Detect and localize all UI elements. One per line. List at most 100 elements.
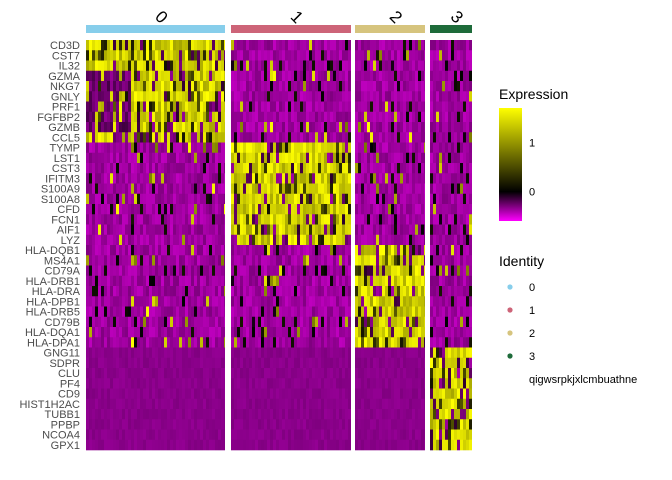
heatmap-cell xyxy=(143,234,146,246)
heatmap-cell xyxy=(336,255,339,266)
heatmap-cell xyxy=(182,265,185,277)
heatmap-cell xyxy=(270,429,273,441)
heatmap-cell xyxy=(327,306,330,318)
heatmap-cell xyxy=(439,347,442,359)
heatmap-cell xyxy=(231,142,234,154)
heatmap-cell xyxy=(240,439,243,451)
heatmap-cell xyxy=(173,286,176,297)
heatmap-cell xyxy=(333,378,336,389)
heatmap-cell xyxy=(203,275,206,287)
heatmap-cell xyxy=(104,183,107,195)
heatmap-cell xyxy=(249,378,252,389)
heatmap-cell xyxy=(191,101,194,113)
heatmap-cell xyxy=(234,245,237,256)
heatmap-cell xyxy=(294,255,297,266)
heatmap-cell xyxy=(397,234,400,246)
heatmap-cell xyxy=(303,40,306,51)
heatmap-cell xyxy=(430,316,433,328)
heatmap-cell xyxy=(140,316,143,328)
heatmap-cell xyxy=(155,132,158,143)
heatmap-cell xyxy=(445,60,448,72)
heatmap-cell xyxy=(376,152,379,164)
heatmap-cell xyxy=(128,439,131,451)
heatmap-cell xyxy=(448,296,451,307)
heatmap-cell xyxy=(379,193,382,205)
heatmap-cell xyxy=(125,193,128,205)
heatmap-cell xyxy=(191,40,194,51)
heatmap-cell xyxy=(170,50,173,61)
heatmap-cell xyxy=(394,50,397,61)
heatmap-cell xyxy=(134,275,137,287)
heatmap-cell xyxy=(206,204,209,215)
heatmap-cell xyxy=(173,214,176,225)
heatmap-cell xyxy=(234,296,237,307)
heatmap-cell xyxy=(98,296,101,307)
heatmap-cell xyxy=(373,265,376,277)
heatmap-cell xyxy=(221,224,224,236)
heatmap-cell xyxy=(312,245,315,256)
heatmap-cell xyxy=(463,388,466,400)
heatmap-cell xyxy=(376,398,379,410)
heatmap-cell xyxy=(339,183,342,195)
heatmap-cell xyxy=(445,101,448,113)
heatmap-cell xyxy=(469,183,472,195)
heatmap-cell xyxy=(430,122,433,133)
heatmap-cell xyxy=(358,152,361,164)
heatmap-cell xyxy=(355,265,358,277)
heatmap-cell xyxy=(382,368,385,379)
heatmap-cell xyxy=(442,101,445,113)
heatmap-cell xyxy=(306,132,309,143)
heatmap-cell xyxy=(385,357,388,369)
heatmap-cell xyxy=(128,286,131,297)
heatmap-cell xyxy=(137,306,140,318)
heatmap-cell xyxy=(361,81,364,92)
heatmap-cell xyxy=(246,388,249,400)
heatmap-cell xyxy=(430,234,433,246)
heatmap-cell xyxy=(218,347,221,359)
heatmap-cell xyxy=(469,152,472,164)
heatmap-cell xyxy=(379,204,382,215)
heatmap-cell xyxy=(273,193,276,205)
heatmap-cell xyxy=(436,378,439,389)
heatmap-cell xyxy=(134,337,137,348)
heatmap-cell xyxy=(179,255,182,266)
heatmap-cell xyxy=(433,234,436,246)
heatmap-cell xyxy=(243,214,246,225)
heatmap-cell xyxy=(197,429,200,441)
heatmap-cell xyxy=(261,378,264,389)
heatmap-cell xyxy=(394,40,397,51)
heatmap-cell xyxy=(215,255,218,266)
heatmap-cell xyxy=(176,306,179,318)
heatmap-cell xyxy=(125,275,128,287)
heatmap-cell xyxy=(131,388,134,400)
heatmap-cell xyxy=(409,316,412,328)
heatmap-cell xyxy=(469,132,472,143)
heatmap-cell xyxy=(155,439,158,451)
heatmap-cell xyxy=(460,357,463,369)
heatmap-cell xyxy=(282,111,285,123)
heatmap-cell xyxy=(285,398,288,410)
heatmap-cell xyxy=(300,409,303,420)
heatmap-cell xyxy=(267,347,270,359)
heatmap-cell xyxy=(315,296,318,307)
heatmap-cell xyxy=(231,286,234,297)
heatmap-cell xyxy=(221,91,224,102)
heatmap-cell xyxy=(107,50,110,61)
heatmap-cell xyxy=(179,429,182,441)
heatmap-cell xyxy=(288,245,291,256)
heatmap-cell xyxy=(382,439,385,451)
heatmap-cell xyxy=(218,193,221,205)
heatmap-cell xyxy=(339,101,342,113)
heatmap-cell xyxy=(252,81,255,92)
heatmap-cell xyxy=(231,347,234,359)
heatmap-cell xyxy=(191,337,194,348)
heatmap-cell xyxy=(188,347,191,359)
heatmap-cell xyxy=(240,316,243,328)
heatmap-cell xyxy=(110,234,113,246)
heatmap-cell xyxy=(149,255,152,266)
heatmap-cell xyxy=(424,265,425,277)
heatmap-cell xyxy=(258,214,261,225)
heatmap-cell xyxy=(364,265,367,277)
heatmap-cell xyxy=(140,111,143,123)
heatmap-cell xyxy=(312,275,315,287)
